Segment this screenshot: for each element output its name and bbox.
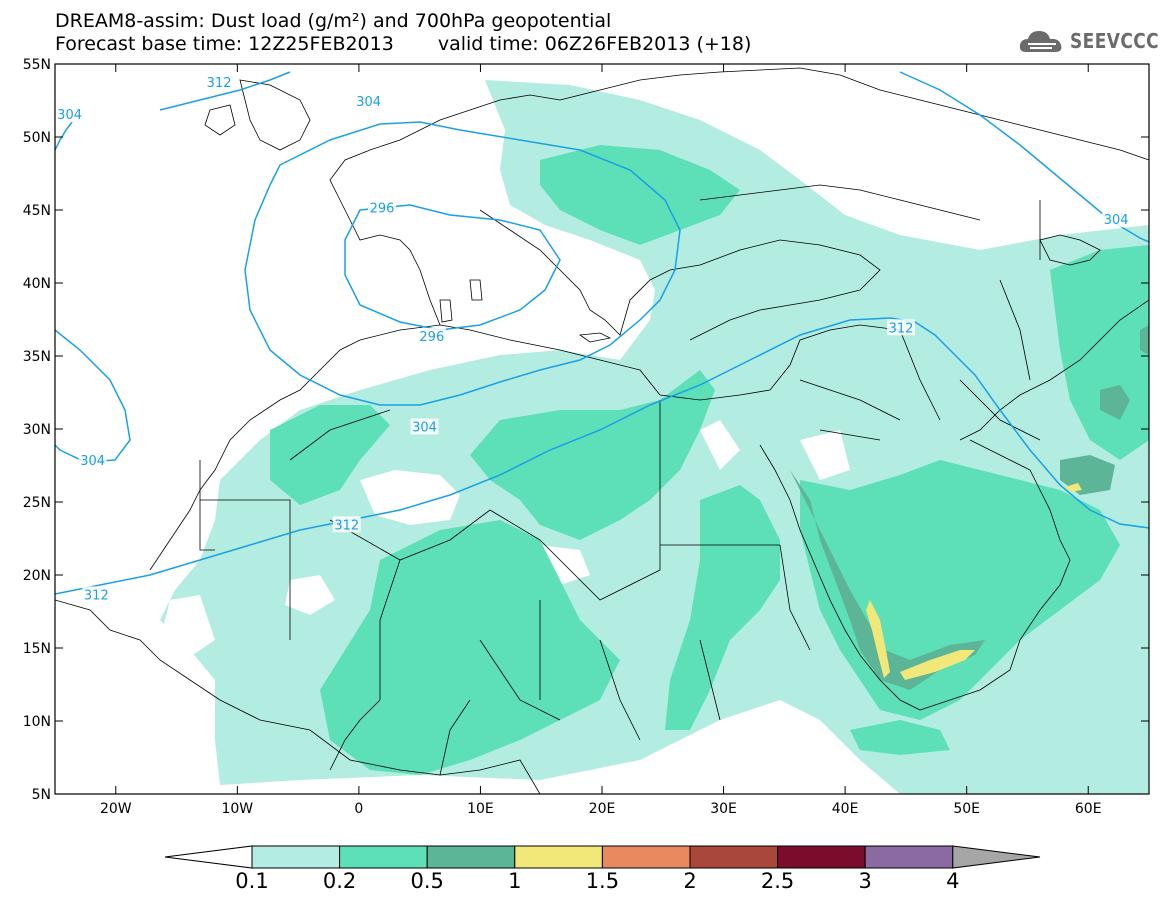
contour-label-bg bbox=[82, 586, 111, 603]
contour-label: 304 bbox=[80, 454, 105, 469]
dust-load-field bbox=[160, 80, 1149, 794]
contour-label-bg bbox=[417, 328, 446, 345]
lat-tick-label: 55N bbox=[23, 57, 51, 73]
colorbar-swatch bbox=[777, 845, 866, 869]
contour-label: 312 bbox=[84, 588, 109, 603]
contour-label: 296 bbox=[419, 330, 444, 345]
valid-time: valid time: 06Z26FEB2013 (+18) bbox=[437, 33, 752, 55]
lat-tick-label: 20N bbox=[23, 568, 51, 584]
colorbar-label: 0.5 bbox=[410, 869, 443, 893]
colorbar-label: 0.2 bbox=[323, 869, 356, 893]
contour-label-bg bbox=[332, 516, 361, 533]
contour-label: 312 bbox=[207, 76, 232, 91]
contour-label-bg bbox=[78, 452, 107, 469]
contour-label: 304 bbox=[412, 421, 437, 436]
geopotential-contours bbox=[55, 71, 1149, 595]
lat-tick-label: 30N bbox=[23, 422, 51, 438]
colorbar-label: 2 bbox=[683, 869, 696, 893]
colorbar: 0.1 0.2 0.5 1 1.5 2 2.5 3 4 bbox=[164, 845, 1041, 893]
contour-label-bg bbox=[205, 73, 234, 90]
colorbar-swatch bbox=[514, 845, 603, 869]
colorbar-label: 1.5 bbox=[586, 869, 619, 893]
colorbar-label: 3 bbox=[859, 869, 872, 893]
lat-tick-label: 35N bbox=[23, 349, 51, 365]
colorbar-max-arrow bbox=[952, 845, 1041, 869]
lon-tick-label: 60E bbox=[1075, 801, 1102, 817]
lon-tick-label: 0 bbox=[354, 801, 363, 817]
cloud-icon bbox=[1019, 31, 1062, 52]
lat-tick-label: 45N bbox=[23, 203, 51, 219]
contour-label-bg bbox=[410, 418, 439, 435]
lon-tick-label: 20E bbox=[589, 801, 616, 817]
contour-label: 312 bbox=[889, 321, 914, 336]
lon-tick-label: 30E bbox=[710, 801, 737, 817]
contour-label-bg bbox=[1102, 211, 1131, 228]
contour-label-bg bbox=[354, 92, 383, 109]
lat-tick-label: 5N bbox=[32, 787, 51, 803]
lon-tick-label: 50E bbox=[953, 801, 980, 817]
seevccc-logo: SEEVCCC bbox=[1018, 25, 1165, 57]
colorbar-swatch bbox=[689, 845, 779, 869]
colorbar-swatch bbox=[426, 845, 516, 869]
contour-label: 304 bbox=[356, 95, 381, 110]
geopotential-contour-labels: 312 304 304 296 296 304 304 312 312 312 304 bbox=[55, 73, 1131, 603]
lat-tick-label: 25N bbox=[23, 495, 51, 511]
colorbar-label: 1 bbox=[508, 869, 521, 893]
latitude-axis: 55N 50N 45N 40N 35N 30N 25N 20N 15N 10N 5N bbox=[23, 57, 1149, 803]
colorbar-swatch bbox=[251, 845, 341, 869]
longitude-axis: 20W 10W 0 10E 20E 30E 40E 50E 60E bbox=[100, 64, 1102, 817]
contour-label: 296 bbox=[370, 202, 395, 217]
colorbar-label: 4 bbox=[946, 869, 959, 893]
lat-tick-label: 40N bbox=[23, 276, 51, 292]
colorbar-label: 2.5 bbox=[761, 869, 794, 893]
lat-tick-label: 10N bbox=[23, 714, 51, 730]
colorbar-swatch bbox=[339, 845, 428, 869]
contour-label-bg bbox=[367, 199, 396, 216]
colorbar-label: 0.1 bbox=[235, 869, 268, 893]
contour-label: 304 bbox=[1104, 213, 1129, 228]
colorbar-swatch bbox=[601, 845, 691, 869]
map-title: DREAM8-assim: Dust load (g/m²) and 700hP… bbox=[55, 10, 612, 32]
contour-label-bg bbox=[55, 106, 84, 123]
contour-label-bg bbox=[887, 319, 916, 336]
lon-tick-label: 10E bbox=[467, 801, 494, 817]
lat-tick-label: 15N bbox=[23, 641, 51, 657]
contour-label: 304 bbox=[57, 108, 82, 123]
lon-tick-label: 40E bbox=[832, 801, 859, 817]
lon-tick-label: 20W bbox=[100, 801, 132, 817]
colorbar-min-arrow bbox=[164, 845, 253, 869]
coastlines-borders bbox=[55, 67, 1149, 794]
colorbar-swatch bbox=[864, 845, 954, 869]
dust-level-1 bbox=[866, 483, 1082, 680]
logo-text: SEEVCCC bbox=[1070, 29, 1160, 53]
map-subtitle: Forecast base time: 12Z25FEB2013 valid ti… bbox=[55, 33, 751, 55]
forecast-base-time: Forecast base time: 12Z25FEB2013 bbox=[55, 33, 394, 55]
contour-label: 312 bbox=[334, 518, 359, 533]
lon-tick-label: 10W bbox=[221, 801, 253, 817]
lat-tick-label: 50N bbox=[23, 130, 51, 146]
